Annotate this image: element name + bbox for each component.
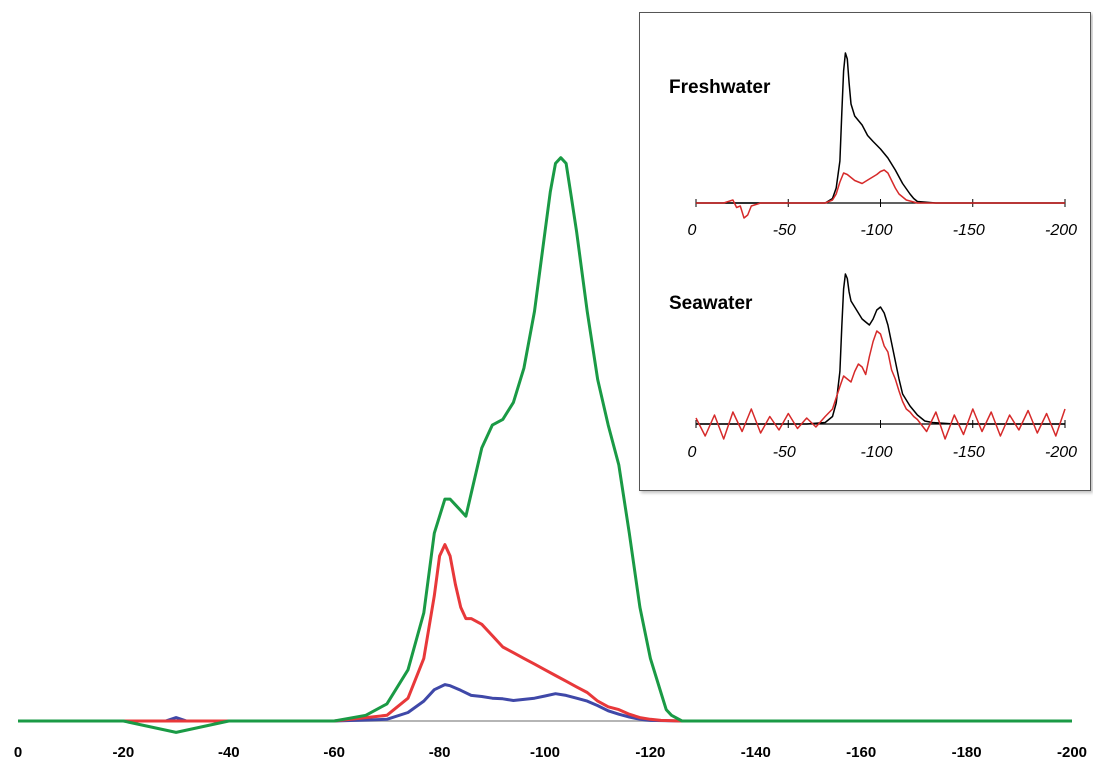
inset-series-line: [696, 273, 1065, 425]
x-tick-label: -160: [846, 744, 876, 761]
inset-x-tick-label: 0: [688, 222, 697, 239]
x-tick-label: -60: [323, 744, 345, 761]
x-tick-label: -120: [635, 744, 665, 761]
inset-x-tick-label: -150: [953, 222, 985, 239]
inset-x-tick-label: -200: [1045, 444, 1077, 461]
x-tick-label: -200: [1057, 744, 1087, 761]
inset-series-line: [696, 52, 1065, 204]
inset-series-line: [696, 169, 1065, 219]
inset-x-tick-label: -100: [860, 444, 892, 461]
inset-panel: Freshwater 0 -50 -100 -150 -200 Seawater 0 -50 -1…: [639, 12, 1091, 491]
series-line: [18, 683, 1072, 723]
x-tick-label: -20: [113, 744, 135, 761]
x-tick-label: -140: [741, 744, 771, 761]
inset-x-tick-label: -150: [953, 444, 985, 461]
x-tick-label: -80: [429, 744, 451, 761]
inset-chart: Freshwater 0 -50 -100 -150 -200 Seawater 0 -50 -1…: [669, 52, 1077, 461]
x-tick-label: -40: [218, 744, 240, 761]
inset-x-tick-label: -200: [1045, 222, 1077, 239]
x-tick-label: 0: [14, 744, 22, 761]
inset-x-tick-label: -100: [860, 222, 892, 239]
series-line: [18, 543, 1072, 723]
inset-x-tick-label: -50: [773, 444, 796, 461]
x-tick-label: -100: [530, 744, 560, 761]
x-tick-label: -180: [952, 744, 982, 761]
inset-x-tick-label: -50: [773, 222, 796, 239]
series-line: [18, 156, 1072, 734]
inset-series-line: [695, 330, 1066, 440]
inset-panel-title: Freshwater: [669, 77, 771, 98]
inset-x-tick-label: 0: [688, 444, 697, 461]
inset-panel-title: Seawater: [669, 293, 753, 314]
